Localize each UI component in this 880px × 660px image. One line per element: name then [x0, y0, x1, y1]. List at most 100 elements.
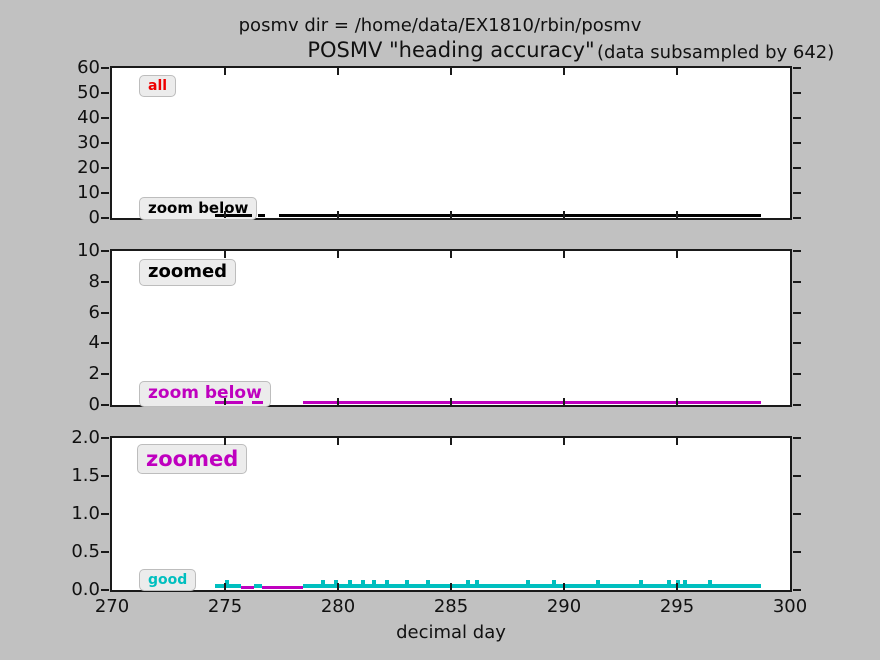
y-tick-mark	[101, 513, 109, 515]
y-tick-label: 6	[88, 301, 100, 323]
data-line-zoomed-data	[214, 401, 243, 404]
y-tick-mark	[793, 342, 801, 345]
x-tick-mark	[676, 398, 678, 405]
data-line-zoomed-data	[252, 401, 264, 404]
x-tick-mark	[337, 398, 339, 405]
x-tick-mark	[450, 68, 452, 75]
x-tick-mark	[563, 251, 565, 258]
x-tick-mark	[563, 583, 565, 590]
y-tick-mark	[793, 513, 801, 515]
y-tick-label: 20	[77, 157, 100, 178]
data-line-all-data	[214, 214, 253, 217]
y-tick-mark	[793, 67, 801, 69]
data-spike-good-data	[682, 580, 687, 588]
x-tick-mark	[337, 438, 339, 445]
data-spike-good-data	[465, 580, 470, 588]
x-tick-mark	[676, 438, 678, 445]
x-tick-label: 280	[320, 596, 356, 617]
data-spike-good-data	[595, 580, 600, 588]
data-spike-good-data	[426, 580, 431, 588]
data-spike-good-data	[372, 580, 377, 588]
x-tick-label: 285	[433, 596, 469, 617]
data-spike-good-data	[638, 580, 643, 588]
y-tick-label: 30	[77, 132, 100, 153]
data-line-zoomed-data	[302, 401, 762, 404]
data-spike-good-data	[333, 580, 338, 588]
x-tick-mark	[450, 583, 452, 590]
data-spike-good-data	[474, 580, 479, 588]
y-tick-mark	[793, 167, 801, 169]
y-tick-mark	[101, 67, 109, 69]
y-tick-label: 1.5	[71, 465, 100, 486]
x-tick-mark	[676, 68, 678, 75]
x-tick-label: 295	[659, 596, 695, 617]
y-tick-mark	[101, 311, 109, 314]
data-line-zoomed-fine-data	[261, 586, 304, 589]
y-tick-mark	[793, 192, 801, 194]
data-spike-good-data	[551, 580, 556, 588]
annotation-all: all	[139, 75, 177, 98]
y-tick-mark	[793, 117, 801, 119]
y-tick-mark	[793, 589, 801, 591]
x-tick-label: 275	[207, 596, 243, 617]
y-tick-mark	[101, 437, 109, 439]
annotation-zoom-below: zoom below	[139, 381, 271, 407]
x-tick-mark	[676, 211, 678, 218]
x-tick-label: 290	[546, 596, 582, 617]
data-spike-good-data	[360, 580, 365, 588]
annotation-zoomed: zoomed	[139, 259, 237, 286]
x-tick-mark	[224, 68, 226, 75]
y-tick-label: 0	[88, 394, 100, 415]
y-tick-label: 2.0	[71, 427, 100, 448]
x-tick-mark	[450, 438, 452, 445]
x-tick-mark	[337, 68, 339, 75]
x-tick-mark	[563, 438, 565, 445]
figure-suptitle: posmv dir = /home/data/EX1810/rbin/posmv	[238, 15, 642, 36]
y-tick-mark	[101, 217, 109, 219]
data-line-all-data	[257, 214, 266, 217]
x-axis-label: decimal day	[396, 622, 506, 643]
data-spike-good-data	[707, 580, 712, 588]
x-tick-label: 300	[772, 596, 808, 617]
x-tick-mark	[676, 251, 678, 258]
y-tick-mark	[101, 280, 109, 283]
data-line-all-data	[279, 214, 762, 217]
y-tick-label: 10	[77, 182, 100, 203]
x-tick-mark	[224, 251, 226, 258]
plot-panel-zoomed: zoomed zoom below	[110, 249, 792, 407]
data-spike-good-data	[321, 580, 326, 588]
data-spike-good-data	[348, 580, 353, 588]
x-tick-mark	[450, 251, 452, 258]
x-tick-mark	[563, 398, 565, 405]
y-tick-mark	[101, 167, 109, 169]
plot-panel-all: all zoom below	[110, 66, 792, 221]
subsample-note: (data subsampled by 642)	[597, 42, 835, 63]
y-tick-mark	[793, 311, 801, 314]
data-spike-good-data	[525, 580, 530, 588]
y-tick-mark	[101, 342, 109, 345]
chart-title: POSMV "heading accuracy"	[307, 38, 595, 62]
y-tick-mark	[101, 589, 109, 591]
x-tick-mark	[224, 583, 226, 590]
data-line-good-data	[302, 584, 762, 588]
y-tick-mark	[793, 217, 801, 219]
y-tick-mark	[101, 250, 109, 252]
y-tick-mark	[101, 551, 109, 553]
y-tick-mark	[793, 373, 801, 376]
x-tick-label: 270	[94, 596, 130, 617]
data-spike-good-data	[404, 580, 409, 588]
x-tick-mark	[337, 251, 339, 258]
x-tick-mark	[563, 211, 565, 218]
y-tick-label: 4	[88, 332, 100, 354]
data-line-good-data	[253, 584, 262, 588]
y-tick-label: 10	[77, 240, 100, 261]
y-tick-mark	[101, 142, 109, 144]
x-tick-mark	[337, 211, 339, 218]
y-tick-mark	[793, 92, 801, 94]
y-tick-mark	[101, 373, 109, 376]
data-line-zoomed-fine-data	[240, 586, 254, 589]
y-tick-mark	[101, 117, 109, 119]
data-spike-good-data	[224, 580, 229, 588]
y-tick-mark	[793, 404, 801, 406]
y-tick-mark	[793, 142, 801, 144]
